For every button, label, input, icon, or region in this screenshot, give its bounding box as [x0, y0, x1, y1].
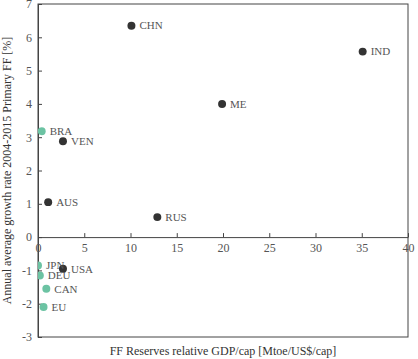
point	[59, 137, 67, 145]
x-tick-label: 20	[218, 241, 230, 255]
y-tick-mark	[38, 137, 42, 138]
point-label: CAN	[54, 283, 77, 295]
x-tick-mark	[131, 233, 132, 237]
y-tick-label: 5	[26, 64, 32, 78]
x-tick-mark	[223, 233, 224, 237]
y-tick-mark	[38, 204, 42, 205]
point-label: DEU	[48, 269, 71, 281]
x-tick-mark	[177, 233, 178, 237]
point-label: CHN	[139, 19, 162, 31]
x-tick-label: 10	[125, 241, 137, 255]
y-tick: 1	[26, 197, 42, 211]
y-tick-label: 7	[26, 0, 32, 11]
y-tick-mark	[38, 270, 42, 271]
x-tick-label: 40	[403, 241, 415, 255]
y-tick-mark	[38, 104, 42, 105]
x-tick: 30	[310, 233, 322, 255]
x-tick: 40	[403, 233, 415, 255]
x-tick-label: 35	[356, 241, 368, 255]
point	[44, 198, 52, 206]
y-tick-label: 2	[26, 164, 32, 178]
x-tick-mark	[316, 233, 317, 237]
x-tick: 25	[264, 233, 276, 255]
x-axis: 0 5 10 15 20 25 30 35 40	[36, 233, 415, 255]
y-tick-mark	[38, 71, 42, 72]
y-tick-mark	[38, 337, 42, 338]
y-tick: 2	[26, 164, 42, 178]
x-tick-mark	[269, 233, 270, 237]
y-tick-label: 3	[26, 131, 32, 145]
y-tick: -2	[22, 297, 42, 311]
x-tick-mark	[84, 233, 85, 237]
y-tick-label: -3	[22, 330, 32, 344]
x-tick-label: 15	[171, 241, 183, 255]
point-label: AUS	[56, 196, 78, 208]
x-tick: 35	[356, 233, 368, 255]
point	[38, 271, 44, 279]
x-tick: 5	[82, 233, 88, 255]
y-tick-mark	[38, 4, 42, 5]
y-tick-mark	[38, 37, 42, 38]
point	[38, 261, 42, 269]
plot: -3 -2 -1 0 1 2 3 4 5 6 7 0 5 10 15 20 25 30 35 40 CHN IND ME BR…	[22, 0, 415, 344]
x-tick: 0	[36, 233, 42, 255]
point-label: ME	[230, 98, 247, 110]
point	[218, 100, 226, 108]
y-axis-title: Annual average growth rate 2004-2015 Pri…	[0, 37, 14, 305]
point-labels: CHNINDMEBRAVENAUSRUSJPNUSADEUCANEU	[46, 19, 390, 312]
x-tick: 20	[218, 233, 230, 255]
y-tick-label: 6	[26, 31, 32, 45]
y-tick: 6	[26, 31, 42, 45]
x-tick-mark	[38, 233, 39, 237]
y-tick: 4	[26, 97, 42, 111]
x-tick-label: 25	[264, 241, 276, 255]
chart: -3 -2 -1 0 1 2 3 4 5 6 7 0 5 10 15 20 25 30 35 40 CHN IND ME BR…	[0, 0, 418, 359]
y-tick: 7	[26, 0, 42, 11]
y-tick: 5	[26, 64, 42, 78]
y-tick-label: -1	[22, 264, 32, 278]
point-label: VEN	[71, 135, 94, 147]
y-axis: -3 -2 -1 0 1 2 3 4 5 6 7	[22, 0, 42, 344]
x-axis-line	[39, 237, 409, 238]
point-label: IND	[371, 45, 391, 57]
plot-frame	[38, 4, 408, 337]
point-label: EU	[52, 301, 67, 313]
y-tick-mark	[38, 171, 42, 172]
point-label: USA	[71, 263, 93, 275]
x-tick-label: 5	[82, 241, 88, 255]
x-tick: 15	[171, 233, 183, 255]
point-label: RUS	[165, 211, 186, 223]
point	[359, 48, 367, 56]
x-tick-mark	[408, 233, 409, 237]
point-label: BRA	[50, 125, 73, 137]
point	[127, 22, 135, 30]
point	[42, 285, 50, 293]
y-tick-label: 0	[26, 230, 32, 244]
x-tick-label: 30	[310, 241, 322, 255]
point	[40, 303, 48, 311]
x-axis-title: FF Reserves relative GDP/cap [Mtoe/US$/c…	[110, 344, 337, 358]
x-tick: 10	[125, 233, 137, 255]
y-tick-label: 4	[26, 97, 32, 111]
point	[153, 213, 161, 221]
y-tick-label: 1	[26, 197, 32, 211]
y-tick: -3	[22, 330, 42, 344]
x-tick-mark	[362, 233, 363, 237]
y-tick-label: -2	[22, 297, 32, 311]
points	[38, 22, 367, 311]
x-tick-label: 0	[36, 241, 42, 255]
point	[38, 127, 46, 135]
